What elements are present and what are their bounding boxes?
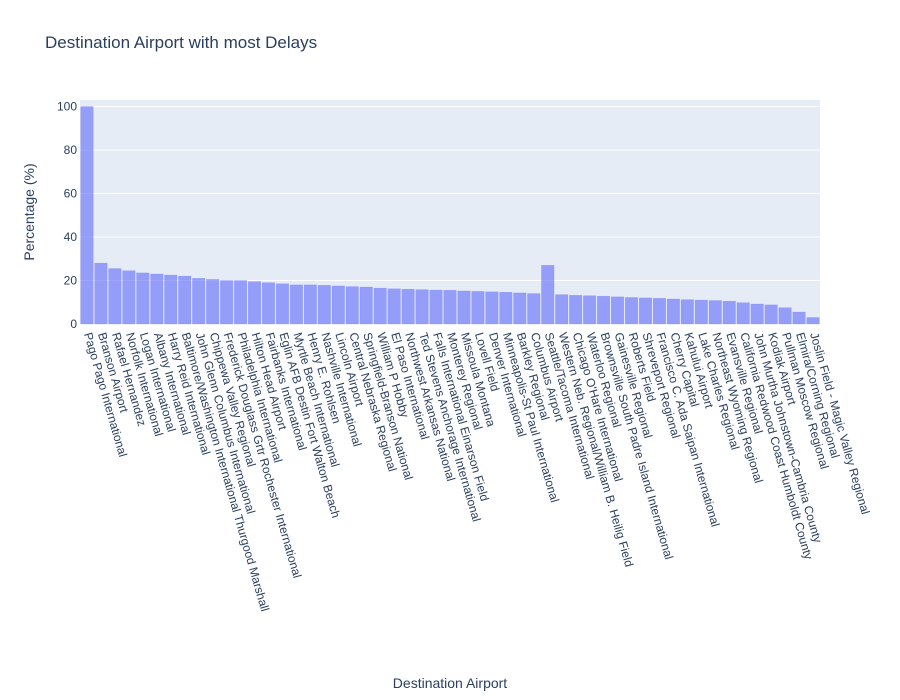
bar[interactable] xyxy=(331,285,345,325)
bar[interactable] xyxy=(555,294,569,325)
bar[interactable] xyxy=(345,286,359,325)
bar[interactable] xyxy=(638,297,653,325)
bar[interactable] xyxy=(513,292,527,325)
bar[interactable] xyxy=(457,290,471,325)
bar[interactable] xyxy=(722,300,736,325)
bars xyxy=(80,106,820,325)
y-tick-label: 60 xyxy=(64,187,78,201)
gridlines xyxy=(80,106,820,282)
y-tick-label: 0 xyxy=(70,317,77,331)
bar[interactable] xyxy=(94,262,108,325)
bar[interactable] xyxy=(666,298,680,325)
chart-title: Destination Airport with most Delays xyxy=(45,33,318,52)
bar[interactable] xyxy=(192,278,206,325)
bar[interactable] xyxy=(401,288,415,325)
bar[interactable] xyxy=(624,297,639,325)
bar[interactable] xyxy=(764,304,778,325)
bar[interactable] xyxy=(303,284,317,325)
bar[interactable] xyxy=(373,287,387,325)
bar[interactable] xyxy=(150,273,164,325)
bar[interactable] xyxy=(680,299,694,325)
bar[interactable] xyxy=(541,265,555,325)
bar[interactable] xyxy=(234,280,248,325)
bar[interactable] xyxy=(443,290,457,325)
bar[interactable] xyxy=(80,106,94,325)
bar[interactable] xyxy=(206,279,220,325)
bar[interactable] xyxy=(792,311,806,325)
y-tick-label: 100 xyxy=(57,100,77,114)
bar[interactable] xyxy=(527,293,541,325)
bar[interactable] xyxy=(261,282,276,325)
bar[interactable] xyxy=(694,299,708,325)
y-tick-label: 40 xyxy=(64,230,78,244)
bar[interactable] xyxy=(108,268,122,325)
bar[interactable] xyxy=(471,291,485,325)
bar[interactable] xyxy=(736,302,750,325)
bar[interactable] xyxy=(359,286,373,325)
y-tick-label: 80 xyxy=(64,143,78,157)
y-axis-label: Percentage (%) xyxy=(21,163,37,260)
x-axis-label: Destination Airport xyxy=(393,675,508,691)
bar[interactable] xyxy=(220,280,234,325)
bar[interactable] xyxy=(178,275,192,325)
bar[interactable] xyxy=(275,283,289,325)
y-tick-label: 20 xyxy=(64,274,78,288)
bar[interactable] xyxy=(429,289,443,325)
bar[interactable] xyxy=(778,307,792,325)
bar[interactable] xyxy=(136,272,150,325)
bar[interactable] xyxy=(317,285,331,325)
bar[interactable] xyxy=(164,274,178,325)
bar[interactable] xyxy=(289,284,303,325)
bar[interactable] xyxy=(415,289,429,325)
bar[interactable] xyxy=(708,300,722,325)
bar[interactable] xyxy=(122,270,136,325)
bar[interactable] xyxy=(597,295,611,325)
bar[interactable] xyxy=(806,317,820,325)
bar[interactable] xyxy=(485,291,499,325)
bar[interactable] xyxy=(387,288,401,325)
bar[interactable] xyxy=(652,298,666,325)
y-axis-ticks: 0 20 40 60 80 100 xyxy=(57,100,77,331)
bar[interactable] xyxy=(569,295,583,325)
bar[interactable] xyxy=(247,281,262,325)
bar[interactable] xyxy=(611,296,625,325)
bar[interactable] xyxy=(499,291,513,325)
bar[interactable] xyxy=(750,303,764,325)
bar[interactable] xyxy=(583,295,597,325)
